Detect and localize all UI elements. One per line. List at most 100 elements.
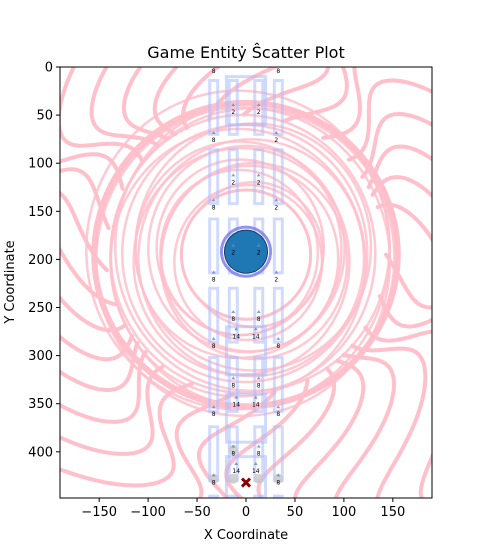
- point-marker: [276, 336, 281, 340]
- point-labels: 8 8 2 2 8 2 2 2 8 2 2 2 8 2 8 8 14 14 8 8 8 8 14 14 8 8 8 8 14 14 8 8: [211, 62, 281, 487]
- point-label: 2: [231, 250, 235, 257]
- ring-circle: [147, 144, 346, 354]
- panel-bar: [227, 148, 239, 206]
- point-marker: [256, 309, 261, 313]
- panel-bar: [227, 356, 239, 413]
- tentacle-curve: [60, 350, 148, 424]
- tentacle-curve: [366, 144, 432, 190]
- point-label: 8: [212, 343, 216, 350]
- panel-bar: [208, 286, 220, 344]
- point-marker: [211, 198, 216, 202]
- point-marker: [231, 243, 236, 247]
- marker-stroke: [240, 477, 252, 488]
- panel-bar: [253, 148, 265, 206]
- point-marker: [231, 103, 236, 107]
- point-label: 14: [232, 333, 240, 340]
- point-label: 8: [257, 451, 261, 458]
- y-tick-label: 300: [28, 349, 53, 364]
- point-marker: [211, 405, 216, 409]
- y-tick-label: 250: [28, 301, 53, 316]
- tentacle-curve: [60, 334, 135, 362]
- panel-bar: [272, 425, 284, 483]
- tentacle-curve: [321, 67, 362, 140]
- panel-bar: [272, 356, 284, 413]
- panel-box: [224, 392, 268, 444]
- point-label: 2: [274, 277, 278, 284]
- tentacle-curve: [363, 325, 432, 498]
- tentacle-curve: [333, 353, 397, 498]
- tentacle-curve: [370, 175, 432, 199]
- panel-bar: [272, 78, 284, 136]
- tentacle-curve: [152, 67, 180, 136]
- panel-bar: [253, 78, 265, 136]
- tentacle-curve: [206, 67, 280, 122]
- x-tick-label: 100: [331, 505, 356, 520]
- panel-bar: [227, 494, 239, 498]
- point-label: 8: [257, 316, 261, 323]
- pebble-point: [228, 444, 239, 455]
- panel-bar: [208, 78, 220, 136]
- tentacle-curve: [60, 190, 109, 273]
- pebble-point: [253, 473, 264, 484]
- point-marker: [256, 243, 261, 247]
- player-marker: [240, 477, 252, 488]
- point-marker: [276, 62, 280, 65]
- tentacle-curve: [350, 343, 428, 498]
- point-marker: [253, 327, 258, 331]
- tentacle-curve: [60, 295, 128, 333]
- panel-bar: [272, 148, 284, 206]
- point-label: 8: [212, 204, 216, 211]
- y-tick-label: 200: [28, 253, 53, 268]
- tentacle-curve: [89, 67, 160, 148]
- tentacle-curve: [60, 381, 195, 488]
- point-label: 2: [274, 204, 278, 211]
- tentacle-curve: [224, 378, 310, 498]
- point-marker: [212, 62, 216, 65]
- panel-bar: [208, 356, 220, 413]
- x-tick-label: 50: [287, 505, 304, 520]
- point-marker: [231, 309, 236, 313]
- point-marker: [256, 444, 261, 448]
- x-axis: −150 −100 −50 0 50 100 150: [81, 498, 405, 520]
- hero-entity: [223, 229, 269, 274]
- point-label: 14: [232, 402, 240, 409]
- tentacle-curve: [60, 340, 140, 393]
- point-marker: [256, 173, 261, 177]
- panel-bar: [253, 286, 265, 344]
- point-marker: [211, 270, 216, 274]
- point-marker: [231, 173, 236, 177]
- point-label: 8: [276, 411, 280, 418]
- point-marker: [211, 131, 216, 135]
- y-tick-label: 100: [28, 157, 53, 172]
- x-tick-label: −100: [130, 505, 166, 520]
- x-tick-label: 150: [380, 505, 405, 520]
- point-label: 14: [252, 333, 260, 340]
- y-tick-label: 0: [45, 61, 53, 76]
- y-tick-label: 400: [28, 445, 53, 460]
- tentacle-curve: [346, 78, 432, 162]
- tentacle-curve: [174, 392, 235, 498]
- point-label: 8: [231, 382, 235, 389]
- point-marker: [276, 473, 281, 477]
- panel-bar: [253, 356, 265, 413]
- panel-box: [224, 325, 268, 377]
- y-tick-label: 50: [36, 109, 53, 124]
- panel-bar: [227, 286, 239, 344]
- point-label: 8: [276, 480, 280, 487]
- point-label: 2: [257, 179, 261, 186]
- pebble-point: [228, 473, 239, 484]
- tentacle-curve: [180, 67, 222, 130]
- point-label: 8: [231, 451, 235, 458]
- tentacle-curve: [256, 366, 337, 498]
- ring-circle: [155, 158, 326, 337]
- tentacle-curve: [121, 67, 170, 141]
- point-label: 8: [212, 277, 216, 284]
- point-label: 8: [257, 382, 261, 389]
- point-label: 8: [276, 68, 280, 75]
- point-label: 8: [212, 411, 216, 418]
- tentacle-curve: [60, 245, 117, 307]
- point-marker: [253, 395, 258, 399]
- point-label: 2: [231, 109, 235, 116]
- point-marker: [231, 444, 236, 448]
- point-marker: [274, 270, 279, 274]
